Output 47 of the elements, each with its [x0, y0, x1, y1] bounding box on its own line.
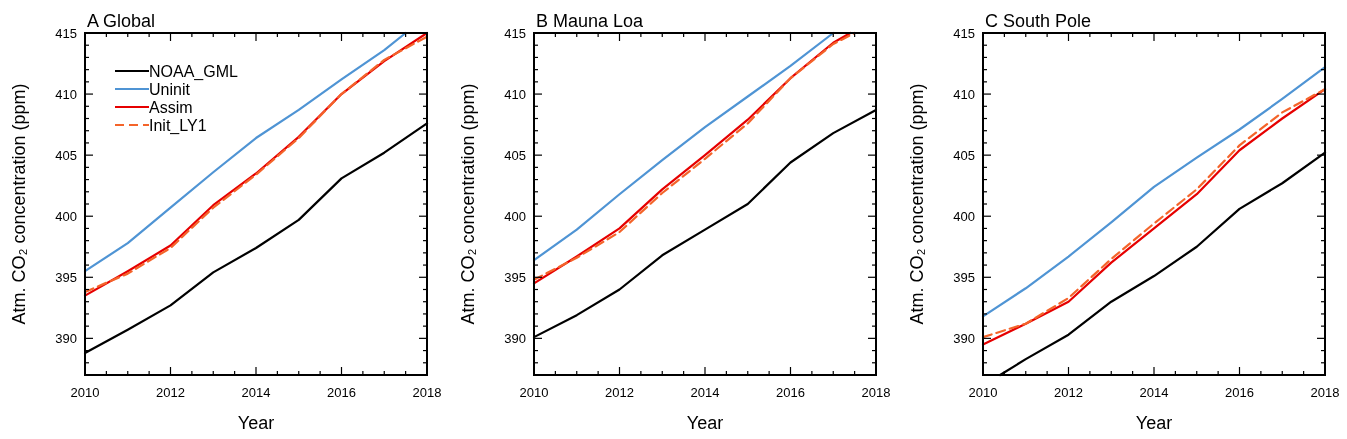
x-tick-label: 2016: [327, 385, 356, 400]
y-tick-label: 405: [55, 147, 77, 163]
y-tick-label: 390: [504, 330, 526, 346]
y-tick-label: 400: [504, 208, 526, 224]
y-axis-title: Atm. CO₂ concentration (ppm): [458, 83, 478, 325]
x-tick-label: 2014: [1139, 385, 1169, 400]
y-tick-label: 415: [504, 25, 526, 41]
y-tick-label: 390: [55, 330, 77, 346]
x-tick-label: 2010: [519, 385, 549, 400]
y-tick-label: 400: [953, 208, 975, 224]
legend-label: NOAA_GML: [149, 62, 239, 81]
y-tick-label: 410: [953, 86, 975, 102]
x-tick-label: 2018: [412, 385, 442, 400]
y-axis-title: Atm. CO₂ concentration (ppm): [907, 83, 927, 325]
x-tick-label: 2012: [605, 385, 634, 400]
x-tick-label: 2014: [241, 385, 271, 400]
y-tick-label: 395: [55, 269, 77, 285]
y-tick-label: 410: [55, 86, 77, 102]
x-tick-label: 2016: [1225, 385, 1254, 400]
y-tick-label: 390: [953, 330, 975, 346]
x-tick-label: 2010: [70, 385, 100, 400]
x-tick-label: 2018: [861, 385, 891, 400]
line-series: [981, 66, 1327, 318]
legend-label: Init_LY1: [149, 116, 207, 135]
y-tick-label: 395: [953, 269, 975, 285]
y-tick-label: 405: [953, 147, 975, 163]
y-tick-label: 395: [504, 269, 526, 285]
y-axis-title: Atm. CO₂ concentration (ppm): [9, 83, 29, 325]
y-tick-label: 410: [504, 86, 526, 102]
legend-label: Assim: [149, 98, 193, 116]
x-tick-label: 2014: [690, 385, 720, 400]
chart-title: C South Pole: [985, 11, 1092, 31]
y-tick-label: 405: [504, 147, 526, 163]
x-tick-label: 2012: [1054, 385, 1083, 400]
x-tick-label: 2012: [156, 385, 185, 400]
y-tick-label: 400: [55, 208, 77, 224]
x-tick-label: 2010: [968, 385, 998, 400]
y-tick-label: 415: [953, 25, 975, 41]
x-axis-title: Year: [686, 413, 724, 433]
chart-title: B Mauna Loa: [536, 11, 645, 31]
legend-label: Uninit: [149, 80, 191, 98]
x-tick-label: 2018: [1310, 385, 1340, 400]
chart-title: A Global: [87, 11, 156, 31]
x-axis-title: Year: [1135, 413, 1173, 433]
x-tick-label: 2016: [776, 385, 805, 400]
y-tick-label: 415: [55, 25, 77, 41]
x-axis-title: Year: [237, 413, 275, 433]
